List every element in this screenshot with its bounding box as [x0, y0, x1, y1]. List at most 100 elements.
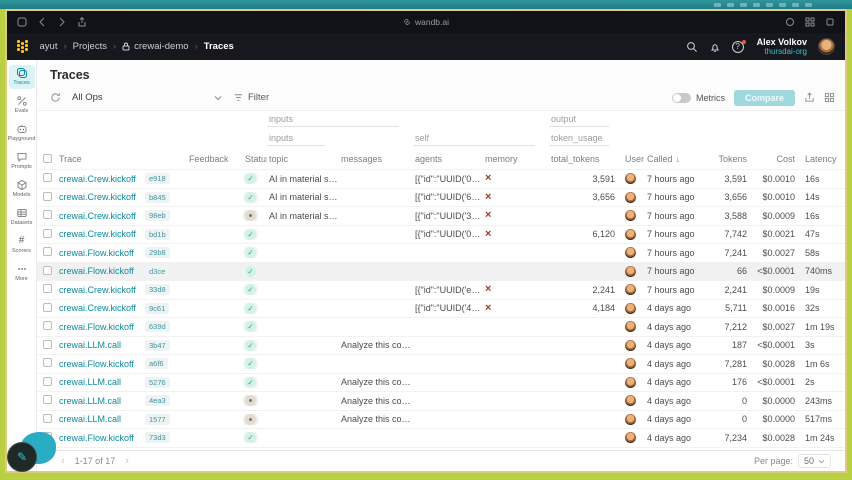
tabs-icon[interactable]: [825, 17, 835, 27]
trace-name-link[interactable]: crewai.LLM.call: [59, 377, 122, 388]
column-header-label[interactable]: agents: [415, 154, 443, 164]
column-header-label[interactable]: Cost: [776, 154, 795, 164]
user-avatar[interactable]: [625, 302, 636, 314]
trace-name-link[interactable]: crewai.Crew.kickoff: [59, 229, 136, 240]
trace-id-badge[interactable]: 33d8: [145, 284, 170, 296]
row-checkbox[interactable]: [43, 265, 52, 275]
help-icon[interactable]: ?: [731, 39, 746, 53]
extensions-icon[interactable]: [785, 17, 795, 27]
trace-id-badge[interactable]: 4ea3: [145, 395, 170, 407]
trace-id-badge[interactable]: 1577: [145, 413, 170, 425]
refresh-icon[interactable]: [50, 92, 61, 103]
user-avatar[interactable]: [625, 339, 636, 351]
table-row[interactable]: crewai.Crew.kickoff 33d8 [{"id":"UUID('e8f…: [37, 280, 845, 299]
row-checkbox[interactable]: [43, 247, 52, 257]
trace-id-badge[interactable]: d3ce: [145, 265, 170, 277]
sidebar-item-scorers[interactable]: # Scorers: [12, 235, 31, 254]
prev-page-icon[interactable]: ‹: [61, 455, 65, 467]
breadcrumb-entity[interactable]: ayut: [39, 41, 58, 52]
user-avatar[interactable]: [625, 358, 636, 370]
trace-id-badge[interactable]: b845: [145, 191, 170, 203]
row-checkbox[interactable]: [43, 228, 52, 238]
sidebar-item-prompts[interactable]: Prompts: [9, 149, 35, 173]
trace-id-badge[interactable]: 73d3: [145, 432, 170, 444]
column-header-label[interactable]: total_tokens: [551, 154, 600, 164]
user-avatar[interactable]: [625, 228, 636, 240]
trace-name-link[interactable]: crewai.Flow.kickoff: [59, 247, 134, 258]
back-icon[interactable]: [37, 17, 47, 27]
metrics-toggle[interactable]: [671, 92, 691, 103]
row-checkbox[interactable]: [43, 413, 52, 423]
sidebar-item-more[interactable]: More: [9, 261, 35, 285]
trace-name-link[interactable]: crewai.Crew.kickoff: [59, 284, 136, 295]
trace-name-link[interactable]: crewai.Flow.kickoff: [59, 266, 134, 277]
breadcrumb-traces[interactable]: Traces: [203, 41, 234, 52]
column-header-label[interactable]: Tokens: [718, 154, 747, 164]
row-checkbox[interactable]: [43, 395, 52, 405]
trace-id-badge[interactable]: 9c61: [145, 302, 170, 314]
share-icon[interactable]: [77, 17, 87, 27]
trace-name-link[interactable]: crewai.Crew.kickoff: [59, 192, 136, 203]
user-avatar[interactable]: [625, 413, 636, 425]
trace-id-badge[interactable]: 5276: [145, 376, 170, 388]
filter-button[interactable]: Filter: [233, 92, 269, 103]
table-row[interactable]: crewai.Flow.kickoff 73d3 4 days ago 7,234 $0…: [37, 428, 845, 447]
user-avatar[interactable]: [625, 173, 636, 185]
next-page-icon[interactable]: ›: [125, 455, 129, 467]
column-header-label[interactable]: Feedback: [189, 154, 229, 164]
trace-name-link[interactable]: crewai.Flow.kickoff: [59, 321, 134, 332]
annotation-pencil-button[interactable]: ✎: [7, 442, 37, 472]
trace-id-badge[interactable]: e918: [145, 173, 170, 185]
table-row[interactable]: crewai.Flow.kickoff d3ce 7 hours ago 66 <$0.…: [37, 261, 845, 280]
table-row[interactable]: crewai.Crew.kickoff e918 AI in material sc…: [37, 169, 845, 188]
row-checkbox[interactable]: [43, 321, 52, 331]
table-row[interactable]: crewai.LLM.call 5276 Analyze this conten..…: [37, 372, 845, 392]
wandb-logo[interactable]: [17, 40, 28, 53]
column-header-label[interactable]: messages: [341, 154, 383, 164]
breadcrumb-project[interactable]: crewai-demo: [134, 41, 189, 52]
trace-name-link[interactable]: crewai.LLM.call: [59, 395, 122, 406]
table-row[interactable]: crewai.Flow.kickoff 29b8 7 hours ago 7,241 $…: [37, 243, 845, 262]
row-checkbox[interactable]: [43, 284, 52, 294]
column-header-label[interactable]: memory: [485, 154, 518, 164]
user-avatar[interactable]: [625, 265, 636, 277]
user-avatar[interactable]: [625, 284, 636, 296]
trace-id-badge[interactable]: 639d: [145, 321, 170, 333]
column-header-label[interactable]: Latency: [805, 154, 837, 164]
column-header-label[interactable]: Status: [245, 154, 267, 164]
ops-selector[interactable]: All Ops: [68, 90, 226, 105]
trace-name-link[interactable]: crewai.Flow.kickoff: [59, 358, 134, 369]
row-checkbox[interactable]: [43, 302, 52, 312]
column-header-label[interactable]: Trace: [59, 154, 82, 164]
trace-name-link[interactable]: crewai.LLM.call: [59, 414, 122, 425]
breadcrumb-projects[interactable]: Projects: [72, 41, 107, 52]
trace-id-badge[interactable]: a6f6: [145, 358, 168, 370]
table-row[interactable]: crewai.Crew.kickoff 9c61 [{"id":"UUID('450…: [37, 298, 845, 318]
compare-button[interactable]: Compare: [733, 89, 795, 106]
sidebar-item-playground[interactable]: Playground: [8, 121, 35, 145]
table-row[interactable]: crewai.LLM.call 3b47 Analyze this conten..…: [37, 335, 845, 355]
trace-name-link[interactable]: crewai.Crew.kickoff: [59, 210, 136, 221]
table-row[interactable]: crewai.LLM.call 1577 Analyze this conten..…: [37, 409, 845, 429]
trace-name-link[interactable]: crewai.LLM.call: [59, 340, 122, 351]
table-row[interactable]: crewai.Flow.kickoff 639d 4 days ago 7,212 $0…: [37, 317, 845, 336]
avatar[interactable]: [818, 38, 835, 55]
per-page-select[interactable]: 50: [797, 454, 831, 468]
row-checkbox[interactable]: [43, 191, 52, 201]
forward-icon[interactable]: [57, 17, 67, 27]
table-row[interactable]: crewai.LLM.call 4ea3 Analyze this conten..…: [37, 391, 845, 410]
user-avatar[interactable]: [625, 432, 636, 444]
trace-id-badge[interactable]: 3b47: [145, 339, 170, 351]
row-checkbox[interactable]: [43, 210, 52, 220]
bell-icon[interactable]: [709, 41, 721, 53]
search-icon[interactable]: [686, 41, 698, 53]
sidebar-item-traces[interactable]: Traces: [8, 65, 35, 89]
user-avatar[interactable]: [625, 376, 636, 388]
user-avatar[interactable]: [625, 191, 636, 203]
column-header-label[interactable]: User: [625, 154, 645, 164]
trace-id-badge[interactable]: 98eb: [145, 210, 170, 222]
user-avatar[interactable]: [625, 247, 636, 259]
apps-icon[interactable]: [805, 17, 815, 27]
sidebar-item-models[interactable]: Models: [9, 177, 35, 201]
row-checkbox[interactable]: [43, 339, 52, 349]
